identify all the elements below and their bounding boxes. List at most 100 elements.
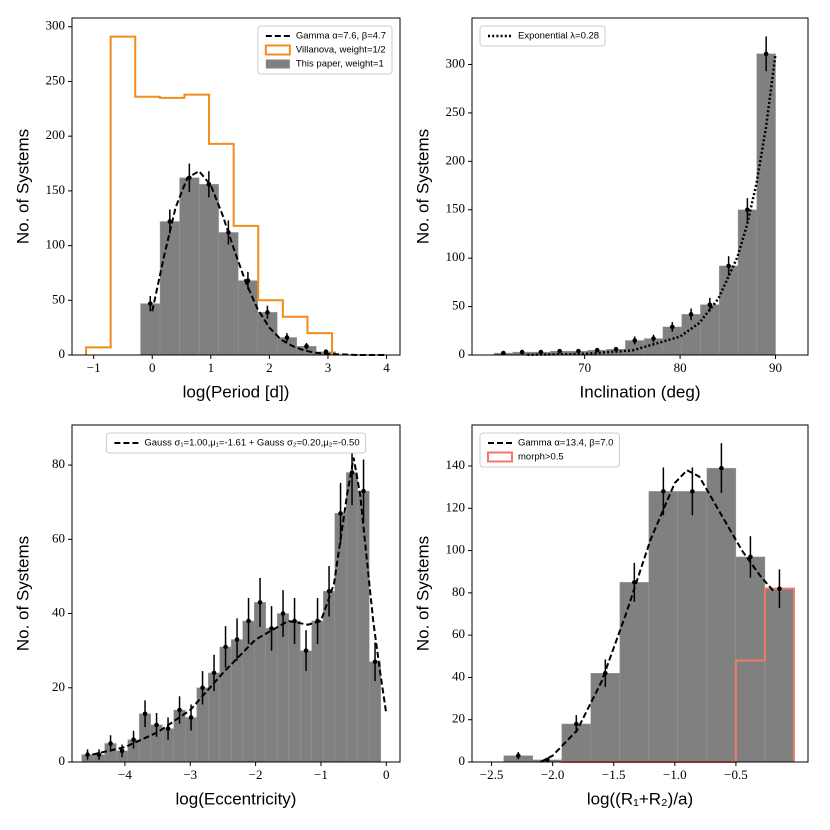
data-point — [651, 336, 656, 341]
bar — [706, 467, 737, 763]
y-tick-label: 300 — [446, 55, 466, 70]
data-point — [206, 182, 212, 187]
x-tick-label: 70 — [578, 360, 591, 375]
data-point — [707, 302, 713, 307]
y-tick-label: 140 — [446, 457, 466, 472]
legend-label: Exponential λ=0.28 — [518, 31, 599, 42]
x-axis-label: log((R₁+R₂)/a) — [587, 789, 693, 808]
bar — [648, 491, 679, 763]
data-point — [613, 346, 619, 352]
x-tick-label: −3 — [183, 767, 197, 782]
plot-frame — [471, 17, 809, 356]
bar — [323, 591, 335, 763]
fit-curve — [151, 169, 387, 356]
data-point — [315, 618, 320, 624]
data-point — [690, 489, 695, 494]
data-point — [338, 511, 343, 516]
data-point — [177, 707, 182, 713]
data-point — [303, 648, 309, 653]
legend-swatch — [264, 44, 291, 56]
bar — [198, 184, 219, 356]
data-point — [574, 721, 579, 727]
data-point — [748, 554, 753, 560]
x-tick-label: −2 — [249, 767, 263, 782]
data-point — [544, 757, 550, 763]
data-point — [246, 618, 251, 624]
y-tick-label: 100 — [446, 542, 466, 557]
y-tick-label: 300 — [46, 18, 66, 33]
data-point — [292, 618, 297, 624]
x-tick-label: −1.5 — [602, 767, 626, 782]
data-point — [719, 465, 724, 471]
data-point — [187, 175, 192, 181]
data-point — [661, 489, 666, 494]
legend-swatch — [487, 451, 513, 463]
bar — [334, 513, 347, 763]
bar — [719, 265, 739, 356]
x-tick-label: 1 — [208, 360, 215, 375]
x-tick-label: −2.5 — [480, 767, 504, 782]
legend-label: morph>0.5 — [518, 452, 564, 463]
x-tick-label: −0.5 — [724, 767, 748, 782]
x-tick-label: 80 — [674, 360, 687, 375]
legend-box — [105, 432, 367, 454]
x-tick-label: 4 — [383, 360, 390, 375]
panel: −4 −3 −2 −1 0 0 20 40 60 80 log(Eccentricity) No. o… — [13, 424, 401, 808]
legend-box — [479, 432, 620, 468]
data-point — [594, 347, 600, 353]
data-point — [167, 219, 173, 224]
x-tick-label: 0 — [149, 360, 156, 375]
data-point — [280, 611, 286, 616]
y-tick-label: 100 — [446, 249, 466, 264]
plot-frame — [71, 424, 401, 763]
data-point — [632, 338, 638, 343]
data-point — [147, 301, 153, 306]
legend-label: Gamma α=13.4, β=7.0 — [518, 438, 613, 449]
x-tick-label: 90 — [769, 360, 782, 375]
y-tick-label: 40 — [452, 668, 465, 683]
bar — [179, 177, 200, 356]
data-point — [323, 349, 329, 355]
data-point — [226, 230, 231, 235]
data-point — [515, 753, 521, 758]
data-point — [223, 644, 228, 650]
fit-curve — [92, 457, 388, 756]
data-point — [269, 626, 274, 631]
data-point — [576, 348, 581, 354]
data-point — [234, 637, 240, 642]
y-tick-label: 60 — [52, 530, 65, 545]
y-tick-label: 150 — [46, 182, 66, 197]
data-point — [557, 348, 562, 354]
legend: Gamma α=13.4, β=7.0 morph>0.5 — [479, 432, 620, 468]
data-point — [211, 670, 217, 676]
y-tick-label: 150 — [446, 201, 466, 216]
data-point — [108, 741, 113, 746]
bar — [346, 472, 358, 763]
x-axis-label: Inclination (deg) — [580, 382, 701, 401]
legend: Gamma α=7.6, β=4.7 Villanova, weight=1/2 T… — [257, 25, 393, 75]
data-point — [726, 263, 731, 269]
data-point — [119, 748, 125, 754]
x-tick-label: −4 — [118, 767, 132, 782]
fit-curve — [539, 469, 776, 763]
data-point — [361, 488, 366, 494]
panel: −2.5 −2.0 −1.5 −1.0 −0.5 0 20 40 60 80 100 120 140 lo… — [413, 424, 809, 808]
bar — [737, 209, 757, 356]
panel: 70 80 90 0 50 100 150 200 250 300 Inclination (deg… — [413, 17, 809, 401]
y-tick-label: 250 — [46, 72, 66, 87]
data-point — [131, 737, 136, 743]
bar — [735, 556, 766, 763]
legend-label: Gamma α=7.6, β=4.7 — [296, 31, 386, 42]
data-point — [326, 588, 332, 594]
data-point — [200, 685, 205, 691]
data-point — [96, 752, 102, 757]
y-axis-label: No. of Systems — [413, 129, 432, 244]
y-tick-label: 50 — [452, 298, 465, 313]
y-axis-label: No. of Systems — [13, 129, 32, 244]
bar — [140, 303, 161, 356]
y-tick-label: 0 — [459, 346, 466, 361]
plot-frame — [471, 424, 809, 763]
legend-box — [479, 25, 606, 47]
data-point — [372, 659, 378, 665]
data-point — [763, 51, 769, 57]
